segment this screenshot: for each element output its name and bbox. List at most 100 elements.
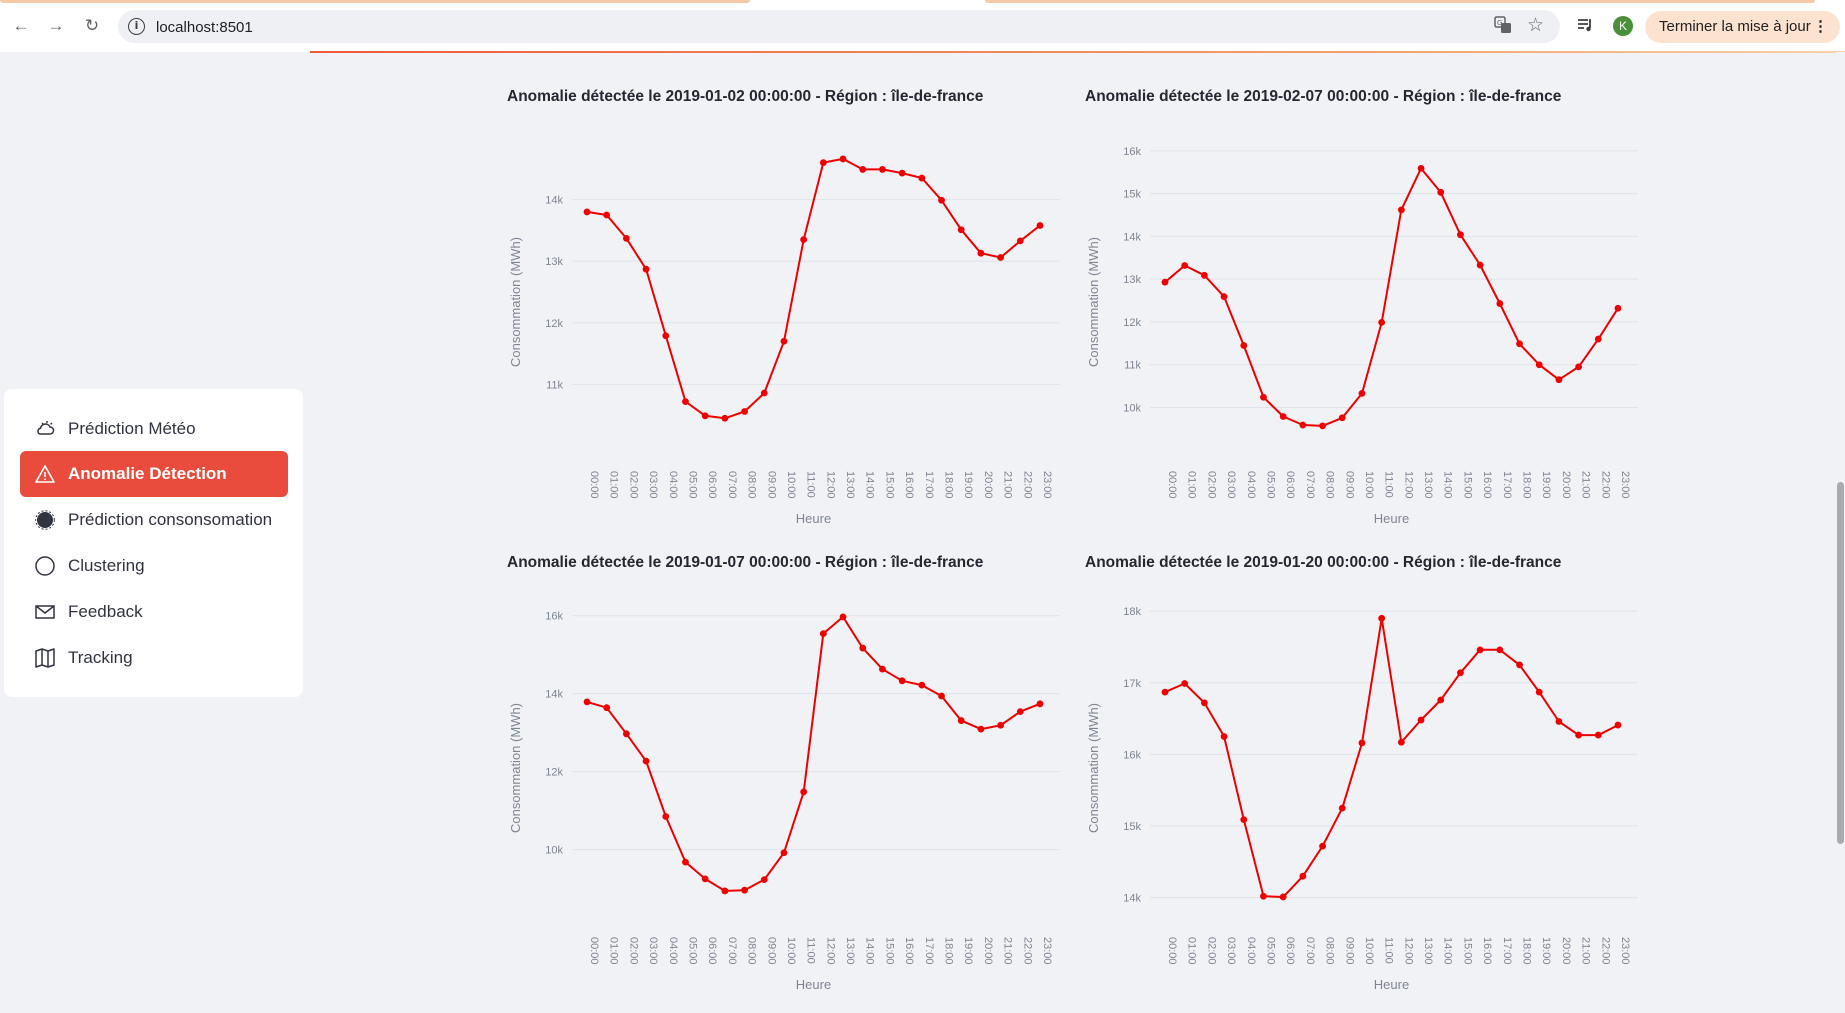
data-point[interactable] <box>1161 278 1169 286</box>
data-point[interactable] <box>879 665 886 673</box>
data-point[interactable] <box>1496 646 1504 654</box>
data-point[interactable] <box>1614 721 1622 729</box>
data-point[interactable] <box>800 236 808 244</box>
data-point[interactable] <box>1594 335 1602 343</box>
data-point[interactable] <box>957 226 965 234</box>
data-point[interactable] <box>1260 892 1267 900</box>
sidebar-item-anomalie-detection[interactable]: Anomalie Détection <box>20 451 288 497</box>
data-point[interactable] <box>997 721 1005 729</box>
data-point[interactable] <box>1614 304 1622 312</box>
data-point[interactable] <box>603 704 611 712</box>
data-point[interactable] <box>839 155 847 163</box>
data-point[interactable] <box>701 875 709 883</box>
data-point[interactable] <box>1555 718 1563 725</box>
data-point[interactable] <box>1535 688 1543 696</box>
data-point[interactable] <box>1594 731 1602 739</box>
data-point[interactable] <box>741 408 748 415</box>
data-point[interactable] <box>1338 804 1346 812</box>
data-point[interactable] <box>1397 206 1405 214</box>
data-point[interactable] <box>1378 318 1386 326</box>
bookmark-star-icon[interactable]: ☆ <box>1527 14 1545 36</box>
data-point[interactable] <box>622 235 630 242</box>
translate-icon[interactable]: G <box>1494 16 1512 38</box>
back-icon[interactable]: ← <box>12 16 30 35</box>
data-point[interactable] <box>1240 342 1248 349</box>
data-point[interactable] <box>918 174 926 182</box>
data-point[interactable] <box>819 630 827 638</box>
data-point[interactable] <box>583 208 591 216</box>
sidebar-item-feedback[interactable]: Feedback <box>20 589 288 635</box>
data-point[interactable] <box>898 169 906 177</box>
data-point[interactable] <box>1220 293 1228 301</box>
data-point[interactable] <box>1358 389 1366 397</box>
data-point[interactable] <box>1496 300 1504 307</box>
data-point[interactable] <box>1016 708 1024 716</box>
data-point[interactable] <box>977 725 985 733</box>
data-point[interactable] <box>701 412 709 420</box>
data-point[interactable] <box>1516 661 1523 669</box>
address-bar[interactable]: i localhost:8501 G ☆ <box>118 10 1560 43</box>
data-point[interactable] <box>1437 696 1445 704</box>
data-point[interactable] <box>938 692 945 700</box>
data-point[interactable] <box>1260 393 1267 401</box>
data-point[interactable] <box>1181 262 1189 269</box>
data-point[interactable] <box>682 858 689 866</box>
data-point[interactable] <box>780 337 788 345</box>
data-point[interactable] <box>859 166 867 173</box>
data-point[interactable] <box>800 788 808 796</box>
data-point[interactable] <box>1476 261 1484 269</box>
data-point[interactable] <box>1417 716 1425 724</box>
data-point[interactable] <box>1397 738 1405 746</box>
data-point[interactable] <box>662 332 670 340</box>
data-point[interactable] <box>1220 733 1228 740</box>
url-text[interactable]: localhost:8501 <box>156 19 253 36</box>
data-point[interactable] <box>780 849 788 857</box>
data-point[interactable] <box>1378 614 1386 622</box>
page-scrollbar[interactable] <box>1836 52 1845 1013</box>
data-point[interactable] <box>1036 700 1044 708</box>
sidebar-item-prediction-meteo[interactable]: Prédiction Météo <box>20 406 288 452</box>
data-point[interactable] <box>1319 842 1326 850</box>
data-point[interactable] <box>682 398 689 406</box>
forward-icon[interactable]: → <box>47 16 65 35</box>
data-point[interactable] <box>1279 413 1287 420</box>
data-point[interactable] <box>741 886 748 894</box>
data-point[interactable] <box>642 757 650 765</box>
scrollbar-thumb[interactable] <box>1837 482 1844 844</box>
menu-dots-icon[interactable]: ⋮ <box>1813 18 1828 35</box>
data-point[interactable] <box>819 159 827 167</box>
data-point[interactable] <box>1319 422 1326 430</box>
data-point[interactable] <box>1161 688 1169 696</box>
data-point[interactable] <box>918 681 926 689</box>
data-point[interactable] <box>622 730 630 738</box>
data-point[interactable] <box>1279 893 1287 901</box>
data-point[interactable] <box>1299 872 1307 880</box>
data-point[interactable] <box>898 677 906 685</box>
data-point[interactable] <box>583 698 591 706</box>
avatar[interactable]: K <box>1613 16 1633 36</box>
update-button[interactable]: Terminer la mise à jour ⋮ <box>1645 11 1840 43</box>
data-point[interactable] <box>1417 164 1425 172</box>
data-point[interactable] <box>1437 188 1445 196</box>
reload-icon[interactable]: ↻ <box>84 16 100 35</box>
data-point[interactable] <box>879 166 886 173</box>
data-point[interactable] <box>859 644 867 652</box>
data-point[interactable] <box>1535 361 1543 369</box>
data-point[interactable] <box>642 265 650 273</box>
data-point[interactable] <box>1575 731 1583 739</box>
data-point[interactable] <box>1181 680 1189 687</box>
sidebar-item-tracking[interactable]: Tracking <box>20 635 288 681</box>
data-point[interactable] <box>957 717 965 724</box>
data-point[interactable] <box>1358 739 1366 747</box>
data-point[interactable] <box>1240 816 1248 823</box>
data-point[interactable] <box>1016 237 1024 245</box>
data-point[interactable] <box>1200 699 1208 707</box>
data-point[interactable] <box>760 876 768 884</box>
data-point[interactable] <box>721 414 729 422</box>
data-point[interactable] <box>603 211 611 219</box>
data-point[interactable] <box>1457 669 1464 677</box>
data-point[interactable] <box>1516 340 1523 348</box>
data-point[interactable] <box>977 249 985 257</box>
sidebar-item-prediction-consommation[interactable]: Prédiction consonsomation <box>20 497 288 543</box>
data-point[interactable] <box>1457 231 1464 239</box>
